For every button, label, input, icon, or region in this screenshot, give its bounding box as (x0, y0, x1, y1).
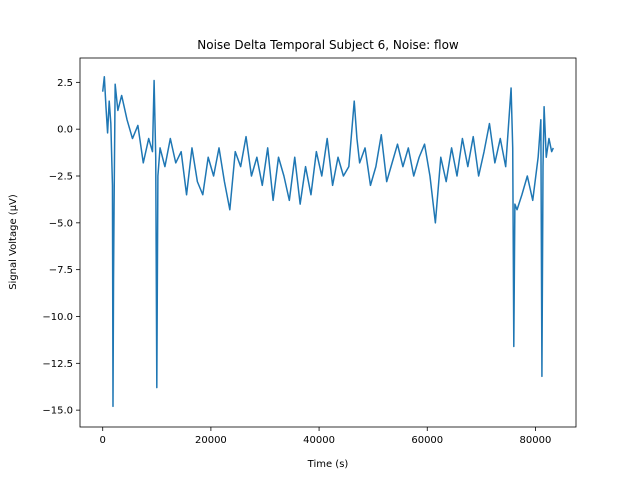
plot-area (101, 75, 554, 408)
y-tick-label: −5.0 (49, 218, 73, 229)
y-tick-label: 2.5 (57, 78, 73, 89)
x-axis: 0 20000 40000 60000 80000 (100, 427, 552, 446)
axes-frame (79, 57, 577, 428)
x-tick-label: 60000 (411, 435, 443, 446)
y-tick-label: −15.0 (42, 406, 73, 417)
x-axis-label: Time (s) (307, 459, 349, 470)
chart-title: Noise Delta Temporal Subject 6, Noise: f… (197, 38, 459, 52)
y-tick-label: −12.5 (42, 359, 73, 370)
y-tick-label: −2.5 (49, 172, 73, 183)
y-tick-label: 0.0 (57, 125, 73, 136)
y-tick-label: −10.0 (42, 312, 73, 323)
x-tick-label: 80000 (520, 435, 552, 446)
y-axis-label: Signal Voltage (μV) (8, 194, 19, 290)
x-tick-label: 20000 (195, 435, 227, 446)
series-line (101, 75, 554, 408)
y-tick-label: −7.5 (49, 265, 73, 276)
y-axis: 2.5 0.0 −2.5 −5.0 −7.5 −10.0 −12.5 −15.0 (42, 78, 80, 417)
x-tick-label: 0 (100, 435, 106, 446)
x-tick-label: 40000 (303, 435, 335, 446)
